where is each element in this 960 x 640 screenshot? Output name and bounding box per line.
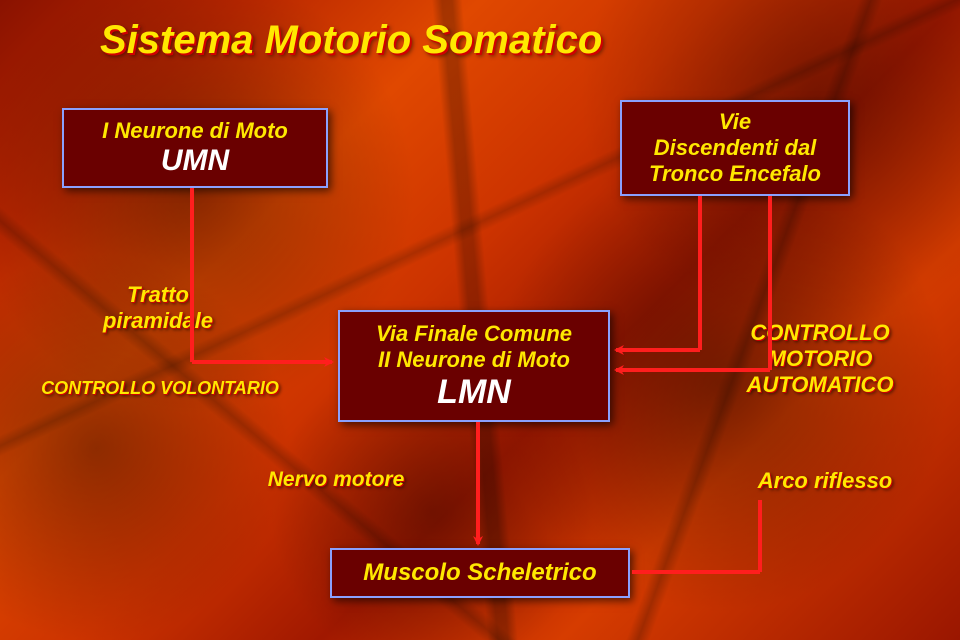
label-tratto-line1: Tratto <box>68 282 248 308</box>
box-muscle-line1: Muscolo Scheletrico <box>363 559 596 587</box>
label-controllo-volontario: CONTROLLO VOLONTARIO <box>30 378 290 399</box>
box-muscle: Muscolo Scheletrico <box>330 548 630 598</box>
label-ctrlmot-line1: CONTROLLO <box>720 320 920 346</box>
label-ctrlmot-line3: AUTOMATICO <box>720 372 920 398</box>
box-vie-line2: Discendenti dal <box>654 135 817 161</box>
box-vie: Vie Discendenti dal Tronco Encefalo <box>620 100 850 196</box>
label-nervo-motore: Nervo motore <box>246 468 426 492</box>
box-vie-line3: Tronco Encefalo <box>649 161 821 187</box>
page-title: Sistema Motorio Somatico <box>100 18 602 63</box>
label-arco-riflesso: Arco riflesso <box>725 468 925 494</box>
label-controllo-motorio-automatico: CONTROLLO MOTORIO AUTOMATICO <box>720 320 920 398</box>
box-vie-line1: Vie <box>719 109 751 135</box>
label-ctrlmot-line2: MOTORIO <box>720 346 920 372</box>
box-umn-line1: I Neurone di Moto <box>102 118 288 144</box>
box-lmn: Via Finale Comune II Neurone di Moto LMN <box>338 310 610 422</box>
box-umn-line2: UMN <box>161 144 229 178</box>
box-lmn-line3: LMN <box>437 373 511 412</box>
box-lmn-line1: Via Finale Comune <box>376 321 572 347</box>
label-tratto-line2: piramidale <box>68 308 248 334</box>
box-lmn-line2: II Neurone di Moto <box>378 347 570 373</box>
label-tratto-piramidale: Tratto piramidale <box>68 282 248 334</box>
box-umn: I Neurone di Moto UMN <box>62 108 328 188</box>
